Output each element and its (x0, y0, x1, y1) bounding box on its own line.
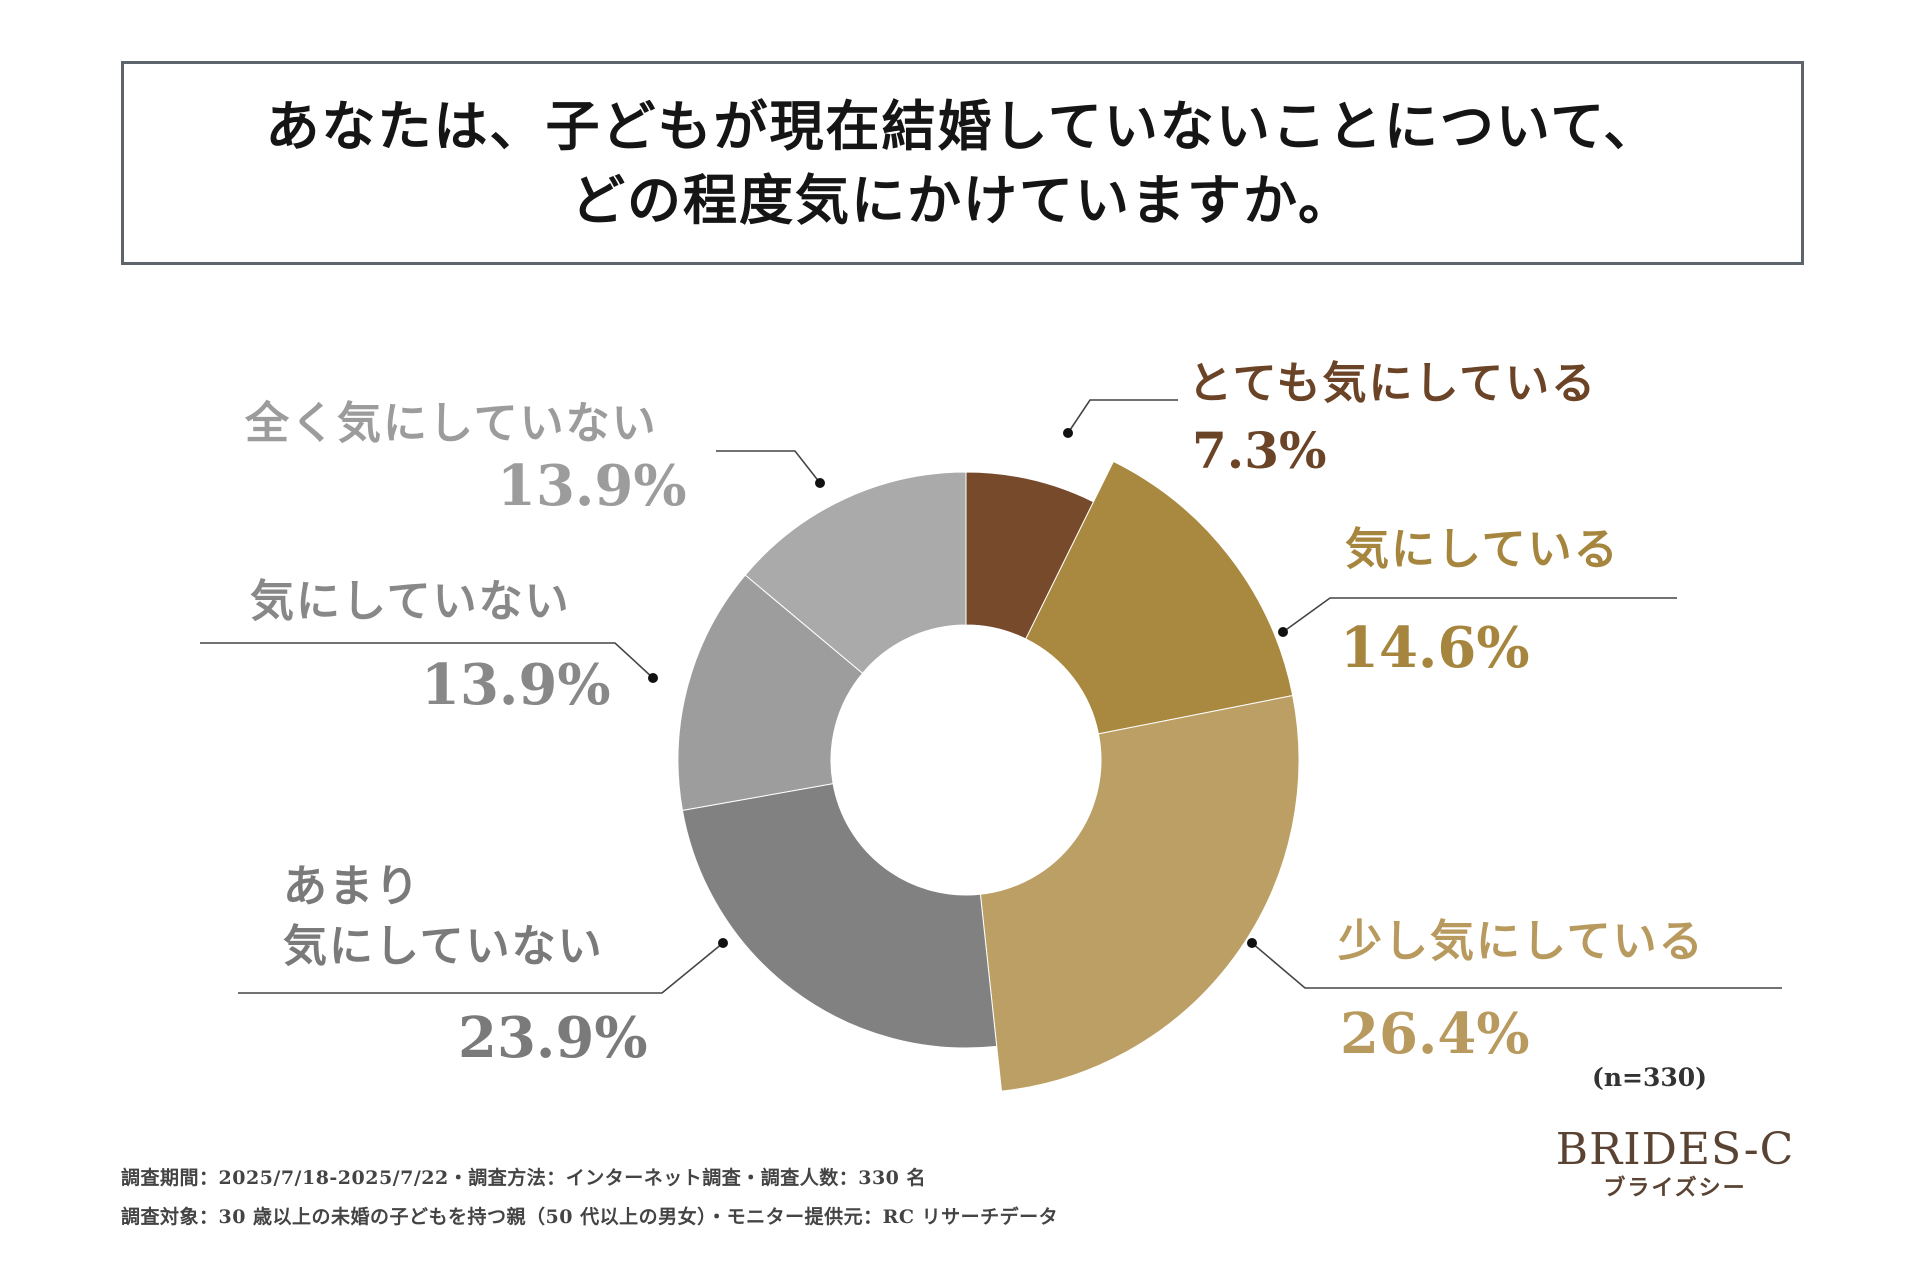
title-line-2: どの程度気にかけていますか。 (571, 168, 1354, 232)
leader-line-very (1067, 399, 1178, 434)
slice-not (677, 574, 864, 811)
label-pct-very: 7.3% (1192, 421, 1327, 480)
title-box: あなたは、子どもが現在結婚していないことについて、 どの程度気にかけていますか。 (121, 61, 1804, 265)
leader-dot-slight (1247, 938, 1257, 948)
footer-survey-period: 調査期間：2025/7/18-2025/7/22・調査方法：インターネット調査・… (121, 1167, 927, 1189)
label-pct-not-much: 23.9% (458, 1005, 648, 1071)
brand-logo: BRIDES-C ブライズシー (1540, 1126, 1810, 1202)
label-name-not-much-2: 気にしていない (283, 921, 604, 972)
leader-line-not-at-all (716, 450, 821, 484)
label-name-slight: 少し気にしている (1338, 916, 1705, 967)
logo-sub-text: ブライズシー (1603, 1175, 1747, 1201)
leader-lines (200, 399, 1782, 994)
leader-dot-not-at-all (815, 478, 825, 488)
slice-slight (979, 694, 1300, 1092)
leader-line-slight (1251, 942, 1782, 989)
label-name-not-at-all: 全く気にしていない (245, 398, 658, 449)
logo-main-text: BRIDES-C (1555, 1124, 1795, 1175)
leader-dot-not (648, 673, 658, 683)
leader-dot-some (1278, 627, 1288, 637)
leader-line-not (200, 642, 654, 679)
label-pct-some: 14.6% (1340, 615, 1530, 681)
slice-not-at-all (744, 471, 967, 675)
leader-line-some (1282, 597, 1677, 633)
slice-not-much (681, 783, 998, 1049)
leader-dot-not-much (718, 938, 728, 948)
label-pct-not-at-all: 13.9% (497, 453, 687, 519)
sample-size-label: (n=330) (1592, 1063, 1707, 1092)
leader-dot-very (1063, 428, 1073, 438)
label-name-some: 気にしている (1345, 524, 1620, 575)
label-name-not: 気にしていない (250, 576, 571, 627)
slice-some (1025, 460, 1294, 735)
leader-line-not-much (238, 942, 724, 994)
label-name-very: とても気にしている (1188, 358, 1598, 409)
title-line-1: あなたは、子どもが現在結婚していないことについて、 (265, 94, 1660, 158)
label-pct-not: 13.9% (421, 652, 611, 718)
label-pct-slight: 26.4% (1340, 1001, 1530, 1067)
footer-survey-target: 調査対象：30 歳以上の未婚の子どもを持つ親（50 代以上の男女）・モニター提供… (121, 1206, 1059, 1228)
donut-slices (677, 460, 1300, 1092)
label-name-not-much-1: あまり (283, 861, 421, 912)
